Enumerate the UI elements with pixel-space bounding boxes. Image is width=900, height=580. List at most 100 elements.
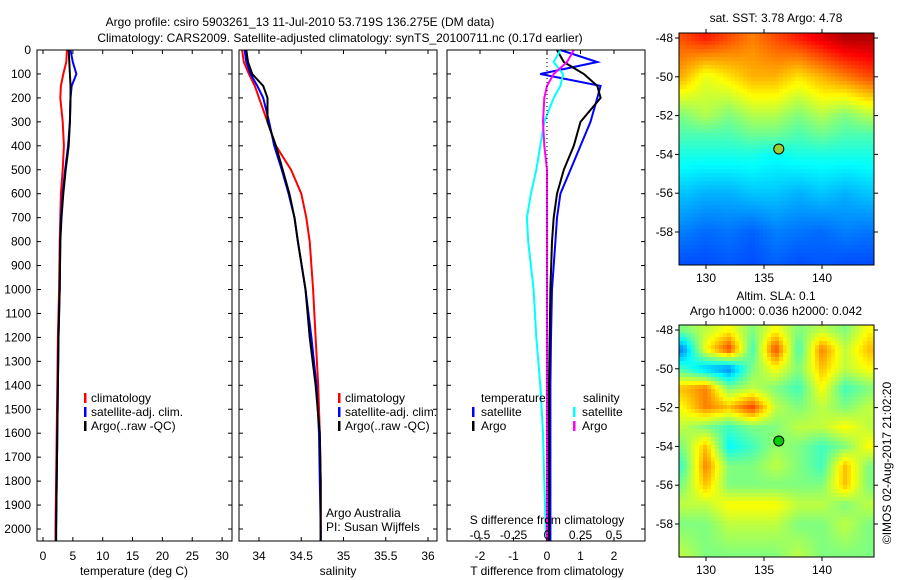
map-cell (707, 97, 711, 101)
map-cell (683, 73, 687, 77)
map-cell (779, 333, 783, 337)
map-cell (771, 205, 775, 209)
map-cell (843, 373, 847, 377)
map-cell (871, 417, 874, 421)
map-cell (859, 249, 863, 253)
map-cell (679, 125, 683, 129)
map-cell (711, 261, 715, 265)
map-cell (743, 421, 747, 425)
map-cell (855, 437, 859, 441)
map-cell (735, 389, 739, 393)
map-cell (791, 185, 795, 189)
map-cell (703, 69, 707, 73)
map-cell (811, 233, 815, 237)
map-cell (723, 253, 727, 257)
map-cell (751, 109, 755, 113)
map-cell (783, 389, 787, 393)
map-cell (699, 57, 703, 61)
map-cell (711, 253, 715, 257)
map-cell (719, 417, 723, 421)
map-cell (699, 117, 703, 121)
map-cell (775, 357, 779, 361)
map-cell (759, 149, 763, 153)
map-cell (735, 489, 739, 493)
map-cell (827, 401, 831, 405)
map-cell (739, 89, 743, 93)
map-cell (711, 345, 715, 349)
map-cell (859, 357, 863, 361)
map-cell (707, 389, 711, 393)
map-cell (859, 433, 863, 437)
map-cell (751, 253, 755, 257)
map-cell (679, 173, 683, 177)
map-cell (799, 453, 803, 457)
map-cell (819, 41, 823, 45)
map-cell (771, 113, 775, 117)
map-cell (839, 141, 843, 145)
map-cell (711, 173, 715, 177)
map-cell (739, 213, 743, 217)
map-cell (767, 325, 771, 329)
map-cell (719, 437, 723, 441)
map-cell (715, 493, 719, 497)
map-cell (763, 201, 767, 205)
map-cell (775, 177, 779, 181)
map-cell (751, 457, 755, 461)
map-cell (739, 421, 743, 425)
map-cell (683, 121, 687, 125)
map-cell (787, 229, 791, 233)
map-cell (715, 69, 719, 73)
map-cell (763, 173, 767, 177)
map-cell (691, 89, 695, 93)
map-cell (731, 453, 735, 457)
map-cell (863, 65, 867, 69)
map-cell (767, 385, 771, 389)
map-cell (787, 477, 791, 481)
map-cell (731, 93, 735, 97)
map-cell (851, 101, 855, 105)
map-cell (723, 41, 727, 45)
map-cell (787, 449, 791, 453)
map-cell (827, 445, 831, 449)
map-cell (867, 105, 871, 109)
map-cell (779, 245, 783, 249)
map-cell (851, 137, 855, 141)
map-cell (835, 221, 839, 225)
map-cell (819, 433, 823, 437)
map-cell (855, 185, 859, 189)
map-cell (803, 237, 807, 241)
map-cell (699, 457, 703, 461)
map-cell (807, 369, 811, 373)
map-cell (823, 113, 827, 117)
map-cell (739, 157, 743, 161)
map-cell (843, 209, 847, 213)
map-cell (811, 333, 815, 337)
map-cell (707, 369, 711, 373)
map-cell (771, 229, 775, 233)
map-cell (779, 125, 783, 129)
map-cell (711, 229, 715, 233)
map-cell (771, 93, 775, 97)
map-cell (791, 373, 795, 377)
map-cell (711, 165, 715, 169)
map-cell (699, 413, 703, 417)
map-cell (767, 93, 771, 97)
map-cell (795, 405, 799, 409)
map-cell (739, 353, 743, 357)
map-cell (683, 349, 687, 353)
map-cell (767, 81, 771, 85)
map-cell (807, 61, 811, 65)
map-cell (791, 233, 795, 237)
map-cell (687, 185, 691, 189)
map-cell (751, 237, 755, 241)
map-cell (683, 337, 687, 341)
map-cell (759, 485, 763, 489)
map-cell (707, 465, 711, 469)
map-cell (835, 101, 839, 105)
map-cell (683, 37, 687, 41)
map-cell (843, 465, 847, 469)
map-cell (807, 77, 811, 81)
map-cell (743, 225, 747, 229)
map-cell (767, 149, 771, 153)
map-cell (739, 493, 743, 497)
